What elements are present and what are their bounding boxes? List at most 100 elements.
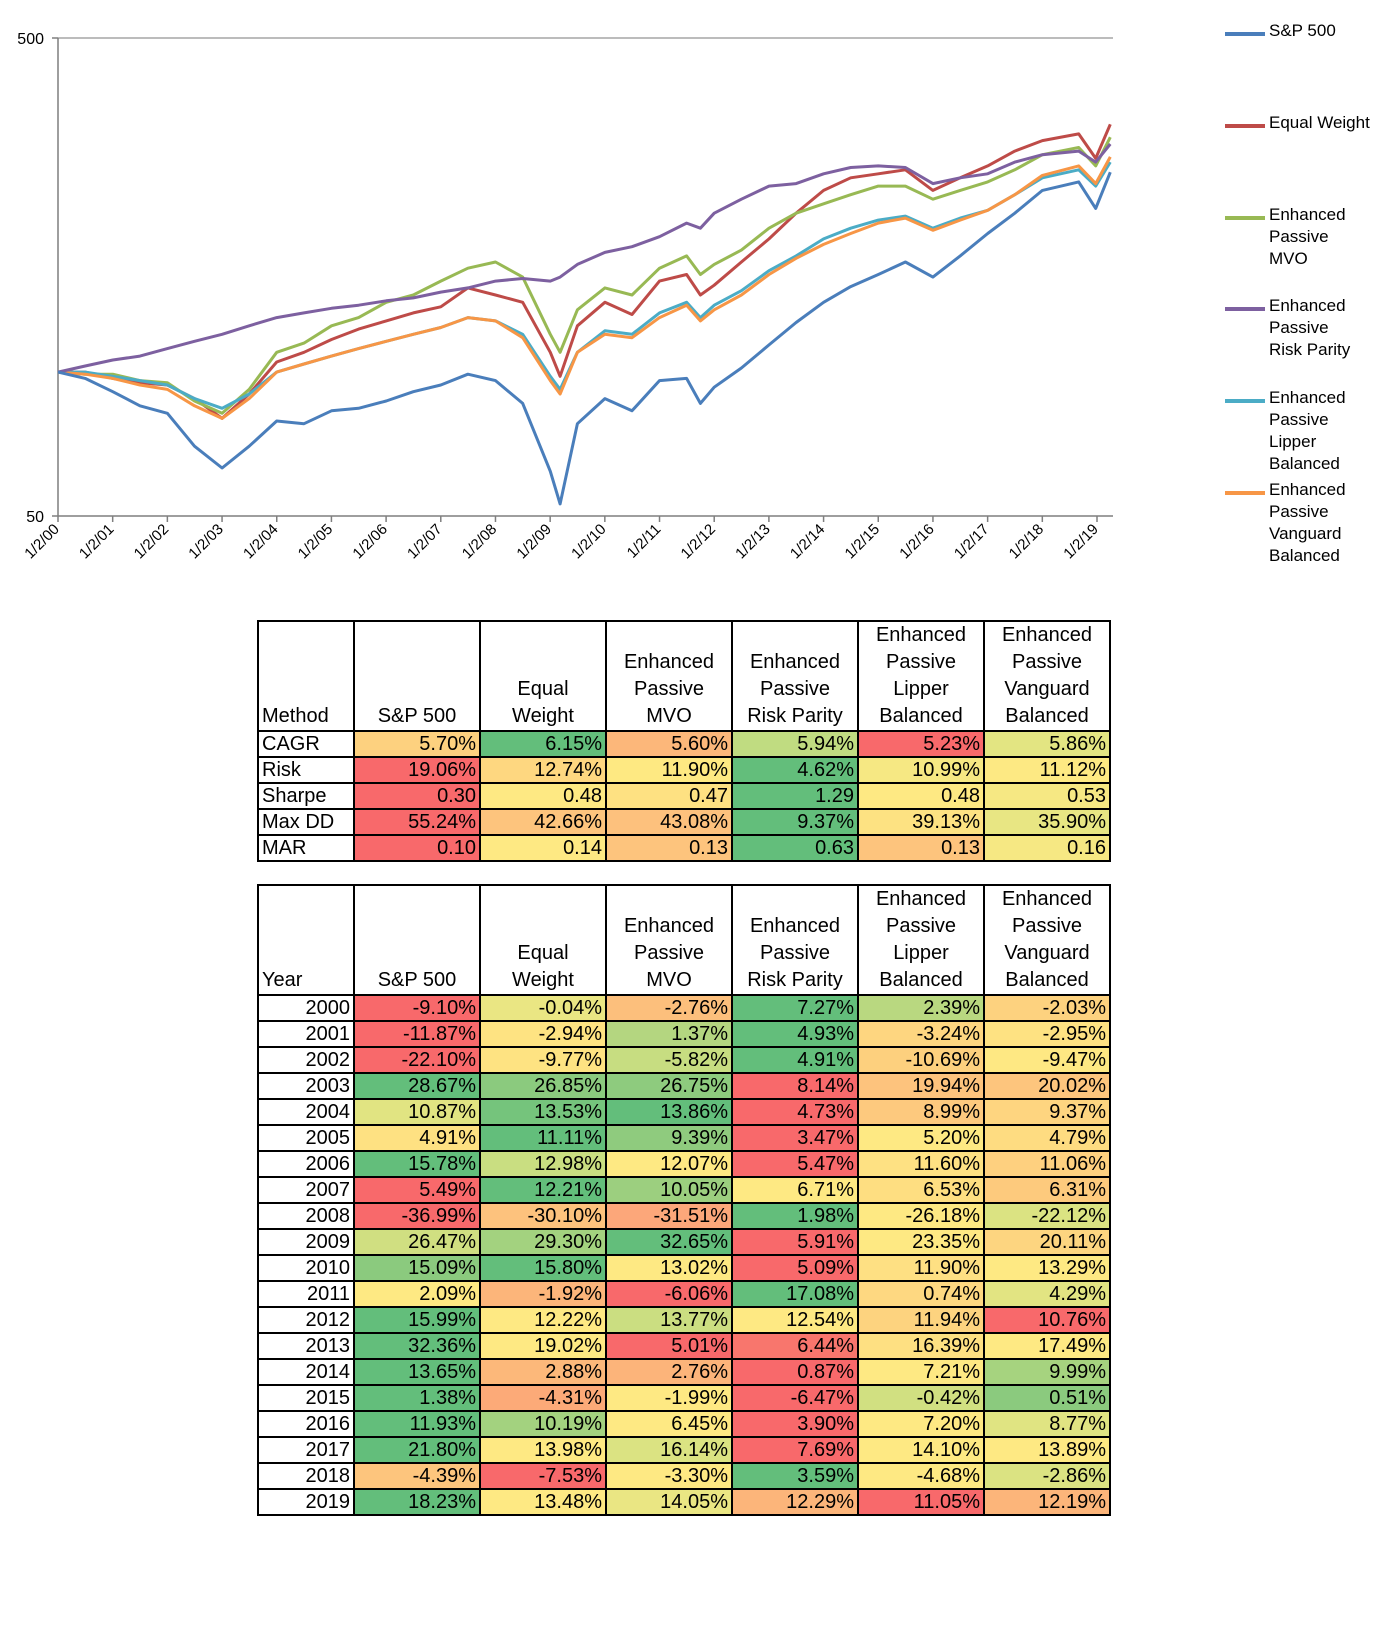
table-cell: 26.47%	[353, 1228, 481, 1256]
table-cell: 21.80%	[353, 1436, 481, 1464]
table-cell: 2.39%	[857, 994, 985, 1022]
table-cell: -2.86%	[983, 1462, 1111, 1490]
legend-label: Enhanced Passive Vanguard Balanced	[1269, 480, 1346, 565]
table-cell: 12.98%	[479, 1150, 607, 1178]
table-cell: 5.49%	[353, 1176, 481, 1204]
table-cell: -6.47%	[731, 1384, 859, 1412]
x-tick-label: 1/2/09	[513, 521, 555, 563]
table-cell: 29.30%	[479, 1228, 607, 1256]
table-cell: 4.79%	[983, 1124, 1111, 1152]
row-label: 2013	[257, 1332, 355, 1360]
table-cell: 5.60%	[605, 730, 733, 758]
table-cell: 17.08%	[731, 1280, 859, 1308]
table-cell: -22.12%	[983, 1202, 1111, 1230]
row-label: 2015	[257, 1384, 355, 1412]
legend-swatch	[1225, 124, 1265, 128]
x-tick-label: 1/2/14	[787, 521, 829, 563]
table-row: 2019 18.23% 13.48% 14.05% 12.29% 11.05% 12.19%	[257, 1488, 1111, 1516]
table-cell: 0.74%	[857, 1280, 985, 1308]
table-cell: 13.02%	[605, 1254, 733, 1282]
table-cell: 0.10	[353, 834, 481, 862]
table-cell: 3.47%	[731, 1124, 859, 1152]
table-cell: -2.76%	[605, 994, 733, 1022]
table-cell: 8.99%	[857, 1098, 985, 1126]
table-cell: 0.48	[857, 782, 985, 810]
series-line-enhanced-passive-risk-parity	[57, 143, 1112, 374]
table-cell: 5.09%	[731, 1254, 859, 1282]
table-cell: -30.10%	[479, 1202, 607, 1230]
table-cell: 16.14%	[605, 1436, 733, 1464]
table-cell: 0.13	[605, 834, 733, 862]
column-header: Method	[257, 620, 355, 732]
table-cell: 5.47%	[731, 1150, 859, 1178]
table-cell: 2.76%	[605, 1358, 733, 1386]
row-label: 2004	[257, 1098, 355, 1126]
row-label: 2012	[257, 1306, 355, 1334]
row-label: 2017	[257, 1436, 355, 1464]
row-label: 2001	[257, 1020, 355, 1048]
table-cell: 32.65%	[605, 1228, 733, 1256]
table-row: 2018 -4.39% -7.53% -3.30% 3.59% -4.68% -2.86%	[257, 1462, 1111, 1490]
table-cell: 5.94%	[731, 730, 859, 758]
row-label: 2000	[257, 994, 355, 1022]
column-header: Enhanced Passive MVO	[605, 620, 733, 732]
table-row: Sharpe 0.30 0.48 0.47 1.29 0.48 0.53	[257, 782, 1111, 810]
table-cell: -2.95%	[983, 1020, 1111, 1048]
table-cell: 11.05%	[857, 1488, 985, 1516]
table-cell: -5.82%	[605, 1046, 733, 1074]
series-line-enhanced-passive-mvo	[57, 136, 1112, 415]
table-cell: 20.02%	[983, 1072, 1111, 1100]
row-label: 2006	[257, 1150, 355, 1178]
table-cell: 13.53%	[479, 1098, 607, 1126]
table-row: Max DD 55.24% 42.66% 43.08% 9.37% 39.13% 35.90…	[257, 808, 1111, 836]
legend-label: S&P 500	[1269, 21, 1336, 40]
table-cell: 7.21%	[857, 1358, 985, 1386]
x-tick-label: 1/2/04	[240, 521, 282, 563]
column-header: S&P 500	[353, 884, 481, 996]
x-tick-label: 1/2/05	[295, 521, 337, 563]
table-cell: 19.06%	[353, 756, 481, 784]
legend-swatch	[1225, 491, 1265, 495]
table-row: 2006 15.78% 12.98% 12.07% 5.47% 11.60% 11.06%	[257, 1150, 1111, 1178]
yearly-returns-table: Year S&P 500 Equal Weight Enhanced Passive …	[257, 884, 1111, 1516]
row-label: CAGR	[257, 730, 355, 758]
table-cell: -1.92%	[479, 1280, 607, 1308]
legend-swatch	[1225, 307, 1265, 311]
table-cell: 11.11%	[479, 1124, 607, 1152]
legend-label: Enhanced Passive MVO	[1269, 205, 1346, 268]
yearly-header-row: Year S&P 500 Equal Weight Enhanced Passive …	[257, 884, 1111, 996]
column-header: Enhanced Passive Risk Parity	[731, 620, 859, 732]
table-cell: 11.06%	[983, 1150, 1111, 1178]
table-row: 2010 15.09% 15.80% 13.02% 5.09% 11.90% 13.29%	[257, 1254, 1111, 1282]
table-cell: 4.73%	[731, 1098, 859, 1126]
table-cell: -3.30%	[605, 1462, 733, 1490]
legend-swatch	[1225, 32, 1265, 36]
table-cell: 11.94%	[857, 1306, 985, 1334]
table-cell: 6.53%	[857, 1176, 985, 1204]
table-cell: 13.98%	[479, 1436, 607, 1464]
row-label: 2002	[257, 1046, 355, 1074]
table-cell: 15.09%	[353, 1254, 481, 1282]
x-tick-label: 1/2/18	[1006, 521, 1048, 563]
table-cell: 5.86%	[983, 730, 1111, 758]
table-cell: -11.87%	[353, 1020, 481, 1048]
table-cell: 14.10%	[857, 1436, 985, 1464]
column-header: Year	[257, 884, 355, 996]
table-row: Risk 19.06% 12.74% 11.90% 4.62% 10.99% 11.12%	[257, 756, 1111, 784]
table-cell: 10.87%	[353, 1098, 481, 1126]
table-row: 2011 2.09% -1.92% -6.06% 17.08% 0.74% 4.29%	[257, 1280, 1111, 1308]
table-cell: 12.74%	[479, 756, 607, 784]
table-cell: -9.10%	[353, 994, 481, 1022]
table-cell: 4.62%	[731, 756, 859, 784]
table-cell: -9.77%	[479, 1046, 607, 1074]
table-cell: 42.66%	[479, 808, 607, 836]
table-row: 2013 32.36% 19.02% 5.01% 6.44% 16.39% 17.49%	[257, 1332, 1111, 1360]
table-row: 2016 11.93% 10.19% 6.45% 3.90% 7.20% 8.77%	[257, 1410, 1111, 1438]
legend-label: Enhanced Passive Risk Parity	[1269, 296, 1351, 359]
table-cell: 8.14%	[731, 1072, 859, 1100]
column-header: Equal Weight	[479, 884, 607, 996]
table-cell: 35.90%	[983, 808, 1111, 836]
table-cell: 15.99%	[353, 1306, 481, 1334]
table-cell: 5.91%	[731, 1228, 859, 1256]
x-tick-label: 1/2/17	[951, 521, 993, 563]
